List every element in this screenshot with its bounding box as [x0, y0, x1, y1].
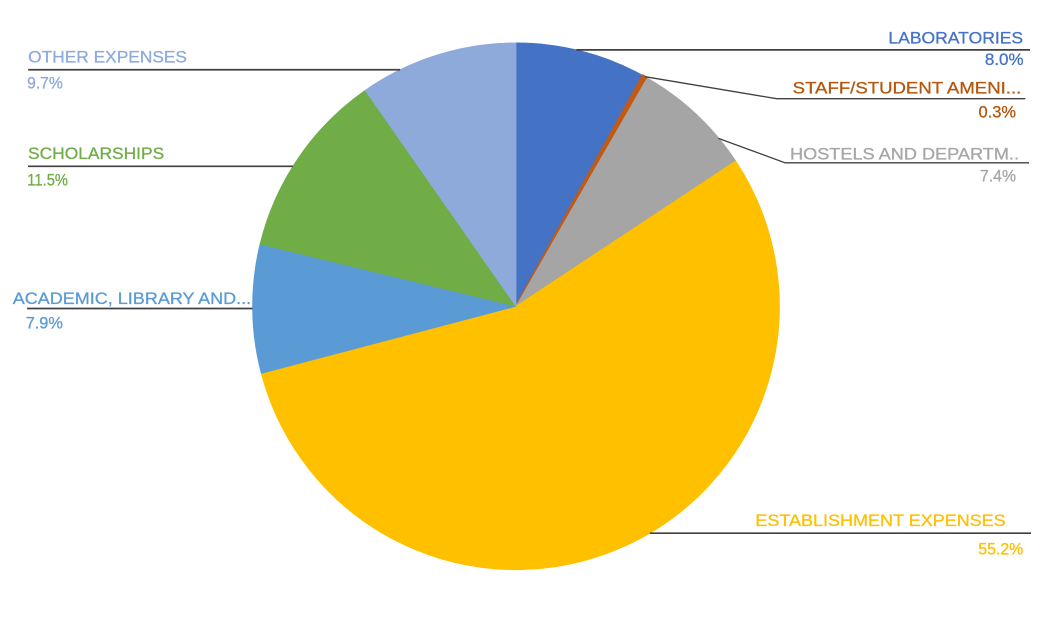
svg-text:11.5%: 11.5%: [27, 171, 68, 190]
svg-text:55.2%: 55.2%: [978, 540, 1023, 559]
svg-text:0.3%: 0.3%: [979, 102, 1017, 121]
svg-text:SCHOLARSHIPS: SCHOLARSHIPS: [28, 144, 164, 163]
svg-text:9.7%: 9.7%: [27, 73, 63, 92]
svg-text:HOSTELS AND DEPARTM..: HOSTELS AND DEPARTM..: [790, 145, 1019, 164]
svg-text:7.4%: 7.4%: [980, 167, 1016, 186]
svg-text:ACADEMIC, LIBRARY AND...: ACADEMIC, LIBRARY AND...: [13, 289, 251, 308]
svg-text:LABORATORIES: LABORATORIES: [888, 29, 1023, 48]
svg-text:ESTABLISHMENT EXPENSES: ESTABLISHMENT EXPENSES: [755, 511, 1005, 530]
svg-text:STAFF/STUDENT AMENI...: STAFF/STUDENT AMENI...: [793, 79, 1022, 98]
svg-text:7.9%: 7.9%: [26, 313, 63, 332]
svg-text:8.0%: 8.0%: [985, 50, 1024, 69]
svg-text:OTHER EXPENSES: OTHER EXPENSES: [28, 48, 187, 67]
